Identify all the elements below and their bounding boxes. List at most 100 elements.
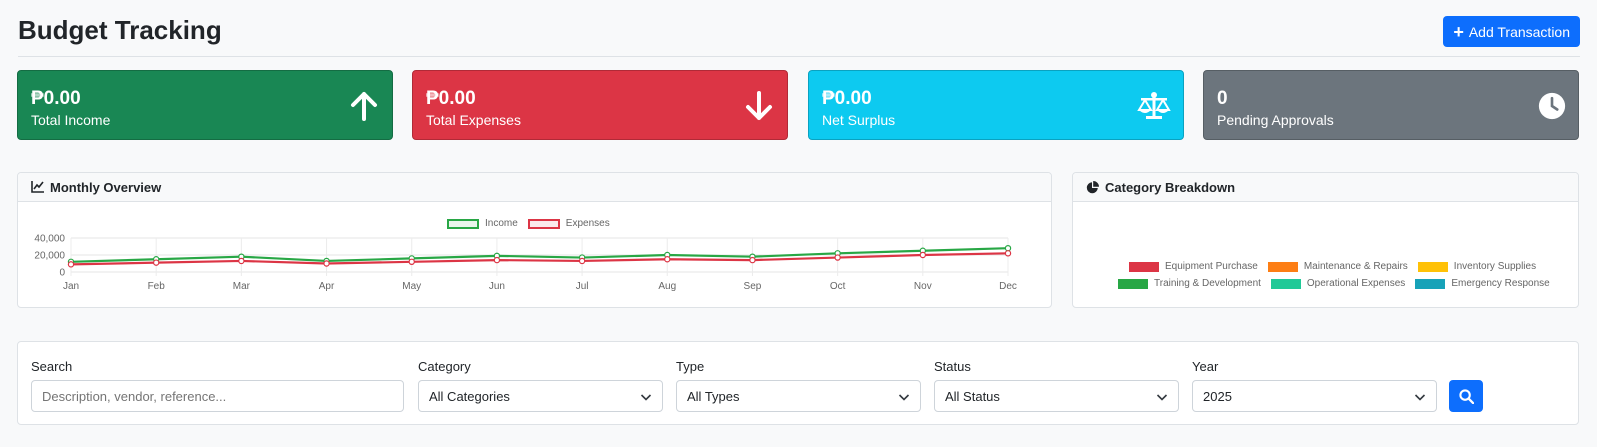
category-breakdown-card: Category Breakdown Equipment Purchase Ma…: [1072, 172, 1579, 308]
legend-label[interactable]: Operational Expenses: [1306, 278, 1406, 289]
category-select[interactable]: All Categories: [418, 380, 663, 412]
chart-legend: Income Expenses: [447, 218, 610, 229]
x-tick-label: Aug: [658, 281, 676, 292]
year-select[interactable]: 2025: [1192, 380, 1437, 412]
x-tick-label: Oct: [830, 281, 846, 292]
total-income-value: ₱0.00: [31, 88, 81, 109]
data-point-expenses: [323, 260, 330, 267]
series-line-income: [70, 247, 1009, 263]
plus-icon: +: [1453, 21, 1464, 42]
search-input[interactable]: [31, 380, 404, 412]
legend-swatch: [1129, 261, 1159, 272]
legend-expenses-swatch: [527, 218, 560, 229]
total-income-card: ₱0.00 Total Income: [17, 70, 393, 140]
monthly-overview-title: Monthly Overview: [50, 179, 162, 195]
chevron-down-icon: [1156, 394, 1168, 401]
arrow-up-icon: [351, 92, 377, 121]
legend-swatch: [1267, 261, 1298, 272]
legend-expenses-label[interactable]: Expenses: [565, 218, 610, 229]
add-transaction-button[interactable]: + Add Transaction: [1443, 16, 1580, 47]
x-tick-label: May: [402, 281, 421, 292]
page-title: Budget Tracking: [18, 15, 222, 45]
y-tick-label: 0: [59, 268, 65, 279]
type-select[interactable]: All Types: [676, 380, 921, 412]
legend-swatch: [1415, 278, 1446, 289]
type-label: Type: [676, 359, 705, 374]
category-select-value: All Categories: [429, 388, 510, 404]
series-line-expenses: [70, 252, 1009, 266]
x-tick-label: Nov: [914, 281, 932, 292]
breakdown-legend-row-1: Equipment Purchase Maintenance & Repairs…: [1129, 261, 1536, 272]
data-point-expenses: [919, 251, 927, 259]
total-expenses-label: Total Expenses: [426, 112, 521, 128]
legend-label[interactable]: Emergency Response: [1451, 278, 1550, 289]
monthly-line-chart: 0 20,000 40,000 Jan Feb Mar Apr May Jun Jul Aug Sep…: [34, 234, 1017, 293]
y-tick-label: 20,000: [34, 251, 65, 262]
search-label: Search: [31, 359, 73, 374]
pie-chart-icon: [1086, 180, 1099, 193]
legend-swatch: [1417, 261, 1448, 272]
page-header: Budget Tracking + Add Transaction: [18, 0, 1580, 57]
total-expenses-value: ₱0.00: [426, 88, 476, 109]
legend-label[interactable]: Equipment Purchase: [1165, 261, 1258, 272]
category-breakdown-header: Category Breakdown: [1073, 173, 1578, 202]
x-tick-label: Jan: [63, 281, 79, 292]
legend-label[interactable]: Maintenance & Repairs: [1303, 261, 1408, 272]
search-icon: [1458, 388, 1474, 404]
pending-approvals-value: 0: [1217, 88, 1228, 109]
x-tick-label: Apr: [319, 281, 335, 292]
search-button[interactable]: [1449, 380, 1483, 412]
balance-scale-icon: [1137, 92, 1171, 119]
x-tick-label: Jul: [576, 281, 589, 292]
data-point-expenses: [749, 256, 756, 264]
pending-approvals-card: 0 Pending Approvals: [1203, 70, 1579, 140]
clock-icon: [1538, 92, 1566, 120]
chevron-down-icon: [640, 394, 652, 401]
breakdown-legend-row-2: Training & Development Operational Expen…: [1118, 278, 1550, 289]
total-expenses-card: ₱0.00 Total Expenses: [412, 70, 788, 140]
total-income-label: Total Income: [31, 112, 111, 128]
data-point-expenses: [238, 257, 245, 265]
x-tick-label: Dec: [999, 281, 1017, 292]
x-tick-label: Sep: [744, 281, 762, 292]
net-surplus-card: ₱0.00 Net Surplus: [808, 70, 1184, 140]
legend-swatch: [1270, 278, 1301, 289]
chevron-down-icon: [1414, 394, 1426, 401]
monthly-overview-card: Monthly Overview Income Expenses 0 20,000…: [17, 172, 1052, 308]
data-point-expenses: [664, 256, 671, 263]
net-surplus-value: ₱0.00: [822, 88, 872, 109]
data-point-income: [1004, 245, 1012, 252]
add-transaction-label: Add Transaction: [1468, 23, 1570, 40]
type-select-value: All Types: [687, 388, 740, 404]
monthly-overview-header: Monthly Overview: [18, 173, 1051, 202]
legend-swatch: [1118, 278, 1148, 289]
arrow-down-icon: [746, 91, 772, 120]
legend-label[interactable]: Inventory Supplies: [1453, 261, 1537, 272]
y-tick-label: 40,000: [34, 234, 65, 245]
net-surplus-label: Net Surplus: [822, 112, 896, 128]
chevron-down-icon: [898, 394, 910, 401]
data-point-expenses: [493, 256, 501, 264]
year-select-value: 2025: [1203, 388, 1232, 404]
x-tick-label: Jun: [489, 281, 505, 292]
data-point-expenses: [67, 261, 75, 268]
year-label: Year: [1192, 359, 1219, 374]
filters-card: Search Category All Categories Type All …: [17, 341, 1579, 425]
legend-label[interactable]: Training & Development: [1154, 278, 1261, 289]
data-point-expenses: [834, 254, 841, 261]
x-tick-label: Feb: [148, 281, 166, 292]
data-point-expenses: [1004, 250, 1012, 257]
category-breakdown-title: Category Breakdown: [1105, 179, 1236, 195]
category-label: Category: [418, 359, 471, 374]
pending-approvals-label: Pending Approvals: [1217, 112, 1334, 128]
line-chart-icon: [31, 181, 44, 193]
status-select[interactable]: All Status: [934, 380, 1179, 412]
x-tick-label: Mar: [233, 281, 251, 292]
data-point-expenses: [152, 259, 160, 266]
legend-income-swatch: [447, 218, 479, 229]
status-select-value: All Status: [945, 388, 1000, 404]
legend-income-label[interactable]: Income: [485, 218, 518, 229]
status-label: Status: [934, 359, 971, 374]
data-point-expenses: [408, 258, 415, 266]
data-point-expenses: [578, 257, 586, 265]
